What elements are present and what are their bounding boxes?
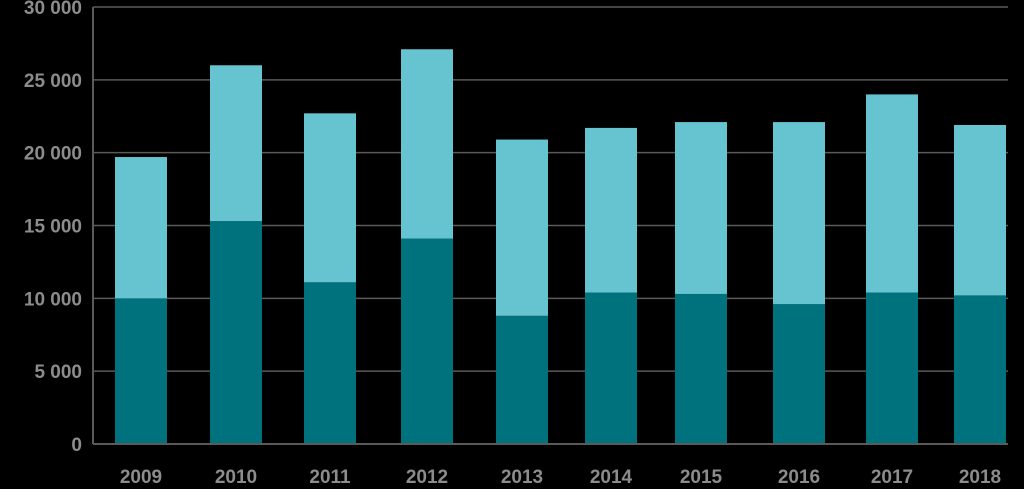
x-tick-label: 2013 <box>501 467 543 488</box>
x-axis-tick-labels: 2009 2010 2011 2012 2013 2014 2015 2016 2017 2018 <box>120 467 1001 488</box>
y-axis-tick-labels: 0 5 000 10 000 15 000 20 000 25 000 30 000 <box>24 0 82 456</box>
y-tick-label: 15 000 <box>24 217 82 238</box>
bar-segment-series-2 <box>866 94 918 293</box>
y-tick-label: 20 000 <box>24 144 82 165</box>
bar-segment-series-1 <box>773 304 825 444</box>
x-tick-label: 2017 <box>871 467 913 488</box>
axes <box>92 7 1008 445</box>
bar-segment-series-1 <box>401 238 453 444</box>
bar-segment-series-1 <box>866 292 918 444</box>
bar-segment-series-2 <box>585 127 637 293</box>
bar-segment-series-1 <box>115 298 167 444</box>
x-tick-label: 2011 <box>309 467 351 488</box>
bar-segment-series-2 <box>773 122 825 305</box>
bar-segment-series-1 <box>954 295 1006 444</box>
x-tick-label: 2018 <box>959 467 1001 488</box>
bar-segment-series-1 <box>675 293 727 444</box>
bar-segment-series-1 <box>210 221 262 444</box>
y-tick-label: 10 000 <box>24 289 82 310</box>
x-tick-label: 2016 <box>778 467 820 488</box>
bar-segment-series-2 <box>496 139 548 316</box>
bar-segment-series-2 <box>115 157 167 299</box>
x-tick-label: 2014 <box>590 467 633 488</box>
y-tick-label: 30 000 <box>24 0 82 19</box>
bar-segment-series-2 <box>401 49 453 239</box>
bar-segment-series-2 <box>210 65 262 222</box>
bar-segment-series-1 <box>585 292 637 444</box>
bar-segment-series-1 <box>304 282 356 444</box>
bars <box>115 49 1006 444</box>
bar-segment-series-2 <box>954 124 1006 296</box>
x-tick-label: 2015 <box>680 467 723 488</box>
bar-segment-series-1 <box>496 315 548 444</box>
bar-segment-series-2 <box>675 122 727 294</box>
y-tick-label: 5 000 <box>34 362 82 383</box>
x-tick-label: 2012 <box>406 467 448 488</box>
x-tick-label: 2009 <box>120 467 162 488</box>
y-tick-label: 0 <box>71 435 82 456</box>
bar-segment-series-2 <box>304 113 356 283</box>
x-tick-label: 2010 <box>215 467 257 488</box>
y-tick-label: 25 000 <box>24 71 82 92</box>
